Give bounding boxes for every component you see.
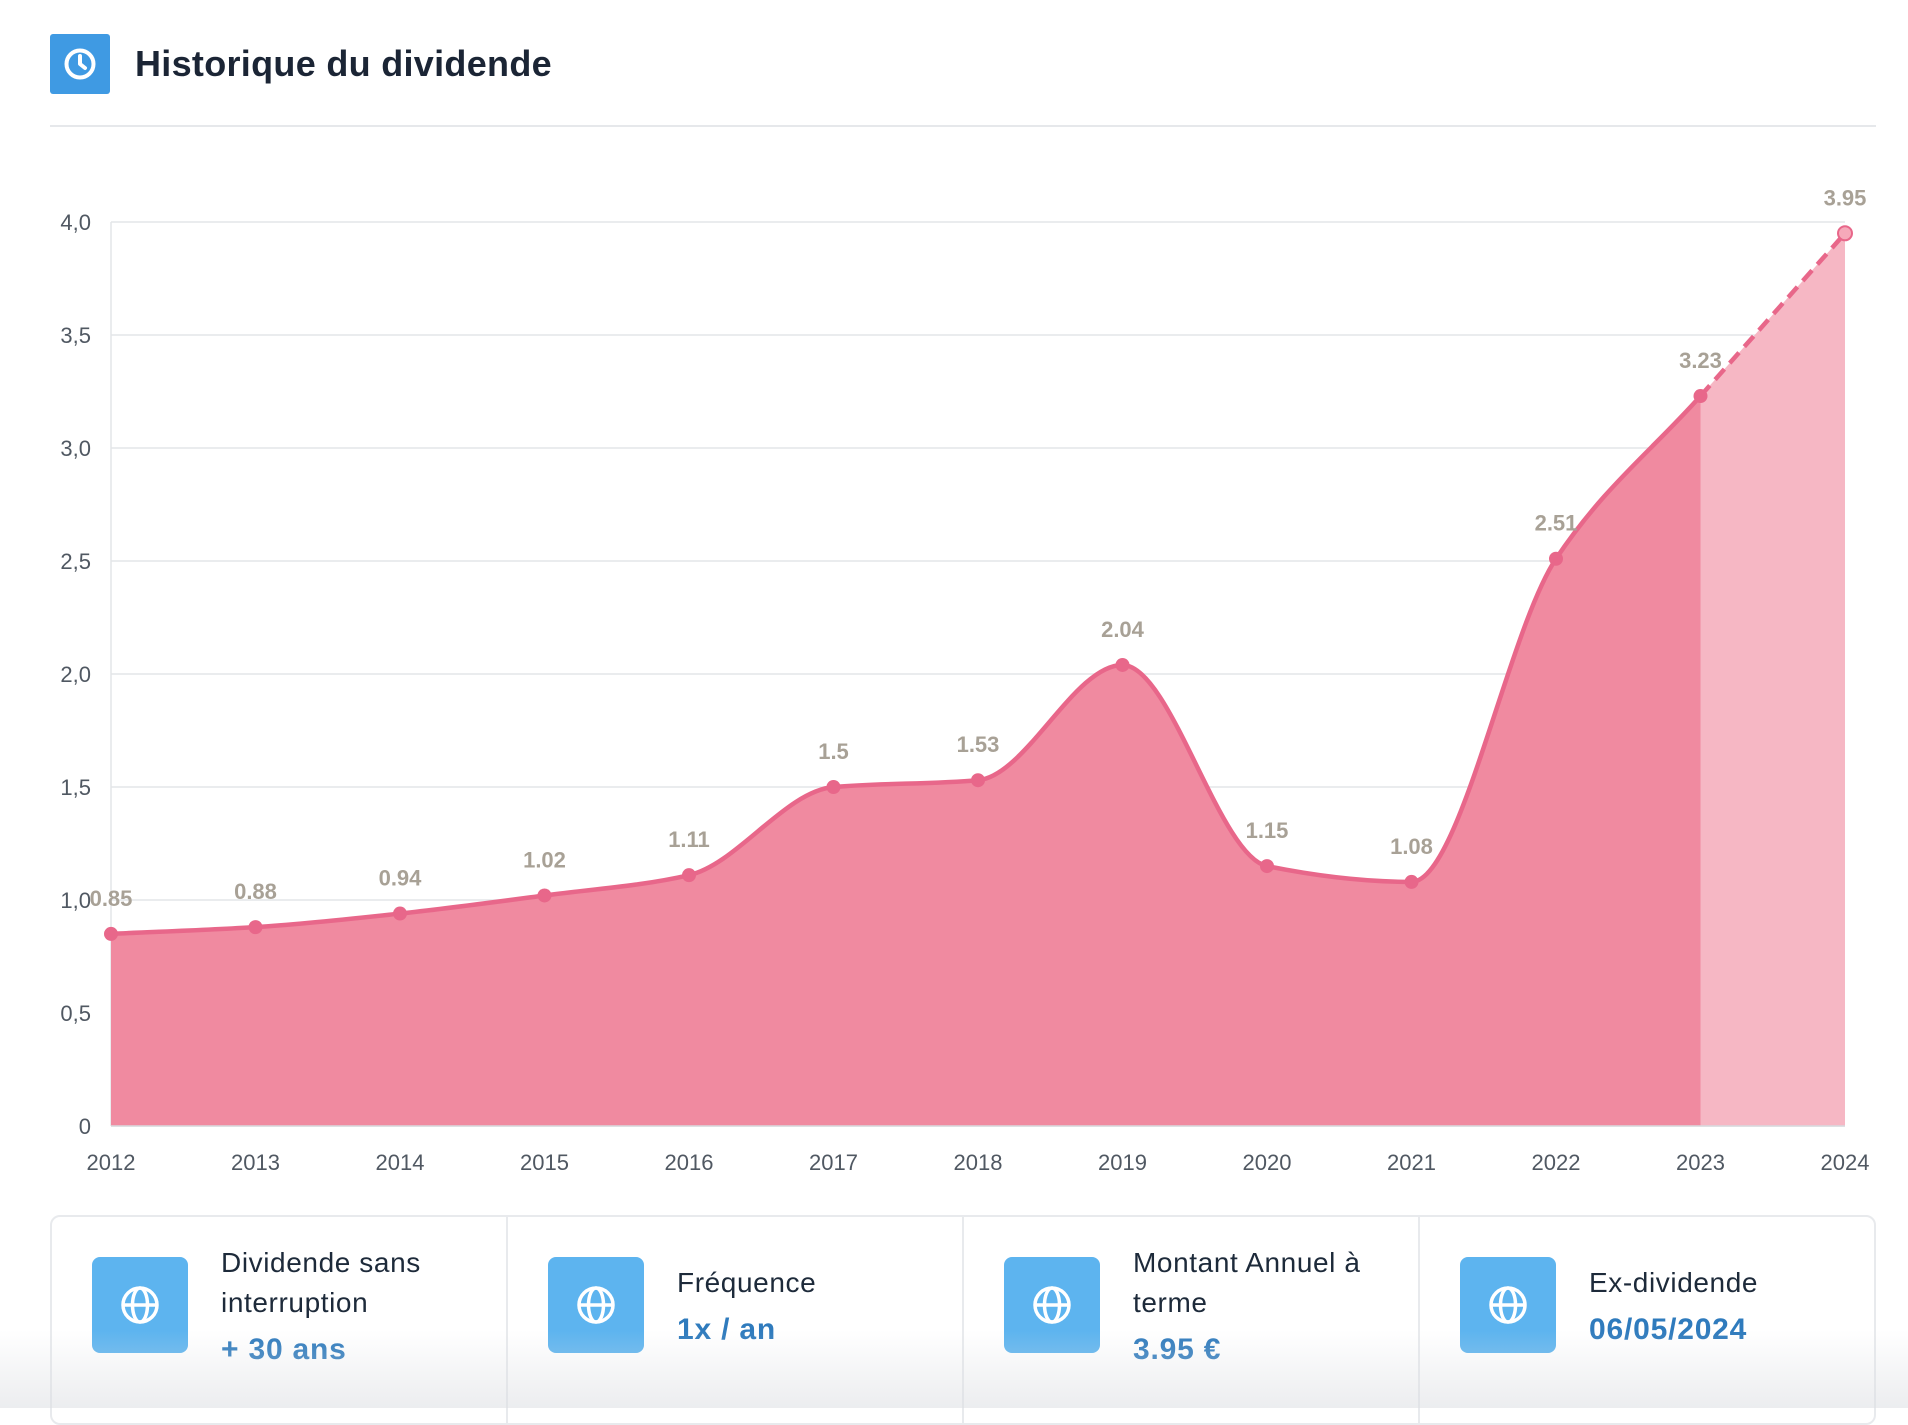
x-tick-label: 2015 — [520, 1150, 569, 1175]
y-tick-label: 0,5 — [60, 1001, 91, 1026]
x-tick-label: 2020 — [1243, 1150, 1292, 1175]
x-tick-label: 2024 — [1821, 1150, 1870, 1175]
data-label: 2.04 — [1101, 617, 1145, 642]
x-tick-label: 2013 — [231, 1150, 280, 1175]
x-tick-label: 2023 — [1676, 1150, 1725, 1175]
stat-label: Montant Annuel à terme — [1133, 1247, 1361, 1318]
dividend-history-chart: 0 0,5 1,0 1,5 2,0 2,5 3,0 3,5 4,0 0.85 2012 0.88 201… — [60, 185, 1870, 1175]
section-title: Historique du dividende — [135, 43, 552, 84]
x-tick-label: 2022 — [1532, 1150, 1581, 1175]
stat-ex-dividend: Ex-dividende 06/05/2024 — [1420, 1217, 1874, 1423]
data-point — [1115, 657, 1130, 672]
data-label: 1.5 — [818, 739, 849, 764]
y-tick-label: 4,0 — [60, 210, 91, 235]
data-label: 0.94 — [379, 866, 423, 891]
data-label: 1.11 — [668, 827, 710, 852]
y-tick-label: 0 — [79, 1114, 91, 1139]
data-label: 1.15 — [1246, 818, 1289, 843]
y-tick-label: 3,5 — [60, 323, 91, 348]
data-point — [1837, 225, 1853, 242]
data-label: 0.88 — [234, 879, 277, 904]
y-tick-label: 1,0 — [60, 888, 91, 913]
projected-area-fill — [1700, 233, 1845, 1127]
stat-label: Dividende sans interruption — [221, 1247, 421, 1318]
projected-line — [1698, 231, 1847, 398]
stat-annual-amount: Montant Annuel à terme 3.95 € — [964, 1217, 1420, 1423]
data-label: 3.95 — [1824, 185, 1867, 210]
data-point — [971, 773, 985, 788]
stat-value: 3.95 € — [1133, 1333, 1222, 1366]
data-point — [1693, 389, 1708, 404]
data-point — [537, 888, 552, 903]
x-tick-label: 2021 — [1387, 1150, 1436, 1175]
y-tick-label: 2,0 — [60, 662, 91, 687]
x-tick-label: 2012 — [87, 1150, 136, 1175]
data-point — [1260, 859, 1274, 874]
globe-icon — [548, 1257, 644, 1353]
x-tick-label: 2018 — [954, 1150, 1003, 1175]
stat-value: + 30 ans — [221, 1333, 347, 1366]
data-label: 1.02 — [523, 847, 566, 872]
stat-value: 06/05/2024 — [1589, 1313, 1748, 1346]
data-point — [1549, 551, 1563, 566]
y-tick-label: 1,5 — [60, 775, 91, 800]
x-tick-label: 2019 — [1098, 1150, 1147, 1175]
data-point — [393, 906, 407, 921]
y-tick-label: 3,0 — [60, 436, 91, 461]
data-point — [248, 920, 263, 935]
data-label: 2.51 — [1535, 511, 1578, 536]
stat-uninterrupted: Dividende sans interruption + 30 ans — [52, 1217, 508, 1423]
stats-panel: Dividende sans interruption + 30 ans Fré… — [50, 1215, 1876, 1425]
y-tick-label: 2,5 — [60, 549, 91, 574]
globe-icon — [1004, 1257, 1100, 1353]
data-label: 3.23 — [1679, 348, 1722, 373]
globe-icon — [92, 1257, 188, 1353]
area-fill — [111, 396, 1701, 1126]
header-divider — [50, 125, 1876, 127]
data-label: 1.08 — [1390, 834, 1433, 859]
data-point — [682, 868, 696, 883]
x-tick-label: 2016 — [665, 1150, 714, 1175]
data-label: 1.53 — [957, 732, 1000, 757]
clock-icon — [50, 34, 110, 94]
x-tick-label: 2014 — [376, 1150, 425, 1175]
data-point — [1404, 874, 1419, 889]
stat-value: 1x / an — [677, 1313, 776, 1346]
data-label: 0.85 — [90, 886, 133, 911]
section-header: Historique du dividende — [50, 34, 552, 94]
data-point — [104, 926, 118, 941]
data-point — [826, 780, 841, 794]
stat-label: Ex-dividende — [1589, 1267, 1759, 1298]
stat-frequency: Fréquence 1x / an — [508, 1217, 964, 1423]
stat-label: Fréquence — [677, 1267, 817, 1298]
globe-icon — [1460, 1257, 1556, 1353]
x-tick-label: 2017 — [809, 1150, 858, 1175]
